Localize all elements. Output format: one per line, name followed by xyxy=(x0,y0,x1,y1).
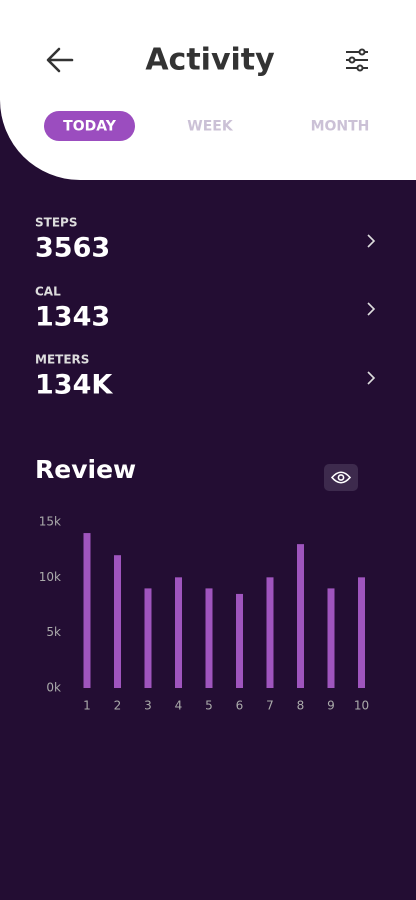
chevron xyxy=(367,302,376,316)
stat-value: 1343 xyxy=(35,302,110,333)
filter-icon xyxy=(358,48,366,56)
bar xyxy=(358,577,365,688)
tab[interactable]: TODAY xyxy=(63,119,117,135)
bar xyxy=(144,588,152,688)
y-tick-label: 0k xyxy=(46,681,61,695)
stat-row[interactable]: STEPS 3563 xyxy=(35,216,376,264)
filter-icon xyxy=(356,64,364,72)
filter-icon xyxy=(348,56,356,64)
stat-row[interactable]: CAL 1343 xyxy=(35,285,376,333)
x-tick-label: 4 xyxy=(175,699,183,713)
x-tick-label: 5 xyxy=(205,699,213,713)
tab[interactable]: WEEK xyxy=(187,119,234,135)
bar xyxy=(83,533,91,688)
stat-value: 3563 xyxy=(35,233,110,264)
y-tick-label: 15k xyxy=(39,515,61,529)
back-icon xyxy=(46,47,74,73)
bar xyxy=(114,555,121,688)
stat-label: STEPS xyxy=(35,216,77,230)
stat-value: 134K xyxy=(35,370,113,401)
y-tick-label: 5k xyxy=(46,625,61,639)
bar xyxy=(236,593,243,688)
filter-button[interactable] xyxy=(346,48,368,72)
eye-icon xyxy=(330,471,352,484)
x-tick-label: 2 xyxy=(114,699,122,713)
chevron xyxy=(367,371,376,385)
x-tick-label: 8 xyxy=(297,699,305,713)
x-tick-label: 1 xyxy=(83,699,91,713)
y-tick-label: 10k xyxy=(39,570,61,584)
x-tick-label: 3 xyxy=(144,699,152,713)
stat-label: CAL xyxy=(35,285,61,299)
bar xyxy=(266,577,274,688)
tab[interactable]: MONTH xyxy=(311,119,370,135)
x-tick-label: 10 xyxy=(354,699,369,713)
bar xyxy=(205,588,213,688)
x-tick-label: 7 xyxy=(266,699,274,713)
page-title: Activity xyxy=(145,43,275,78)
stat-row[interactable]: METERS 134K xyxy=(35,353,376,401)
bar xyxy=(297,544,304,688)
back-button[interactable] xyxy=(46,47,74,73)
bar xyxy=(175,577,182,688)
chart: 0k 5k 10k 15k 1 2 3 4 5 6 7 8 9 10 xyxy=(39,515,369,713)
stat-label: METERS xyxy=(35,353,89,367)
x-tick-label: 6 xyxy=(236,699,244,713)
button-bg xyxy=(324,464,358,491)
x-tick-label: 9 xyxy=(327,699,335,713)
section-title: Review xyxy=(35,455,136,484)
tab-active-bg[interactable] xyxy=(44,111,135,141)
visibility-button[interactable] xyxy=(324,464,358,491)
eye-icon xyxy=(337,474,345,481)
bar xyxy=(327,588,335,688)
header-panel xyxy=(0,0,416,180)
chevron xyxy=(367,234,376,248)
